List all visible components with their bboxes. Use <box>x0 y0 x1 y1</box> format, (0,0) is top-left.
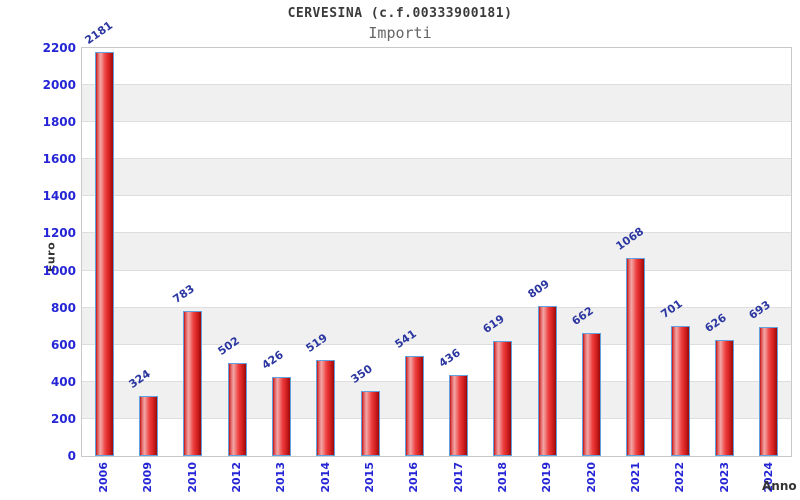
bar-2022 <box>670 326 690 456</box>
gridline <box>82 417 791 419</box>
bar-2019 <box>537 305 557 456</box>
bar-2010 <box>183 310 203 456</box>
bar-2020 <box>582 333 602 456</box>
x-tick-label: 2020 <box>584 462 598 493</box>
y-tick-label: 600 <box>50 337 76 352</box>
bar-2023 <box>715 339 735 456</box>
bar-2006 <box>94 51 114 456</box>
y-tick-label: 1000 <box>42 263 76 278</box>
x-tick-label: 2021 <box>628 462 642 493</box>
bar-2018 <box>493 341 513 456</box>
gridline <box>82 232 791 234</box>
x-tick-label: 2023 <box>717 462 731 493</box>
y-tick-label: 2000 <box>42 78 76 93</box>
bar-2015 <box>360 391 380 456</box>
x-tick-label: 2014 <box>318 462 332 493</box>
x-tick-label: 2015 <box>363 462 377 493</box>
background-band <box>82 85 791 123</box>
y-tick-label: 1800 <box>42 115 76 130</box>
x-tick-label: 2019 <box>540 462 554 493</box>
x-tick-label: 2017 <box>451 462 465 493</box>
bar-value-label: 809 <box>525 277 552 301</box>
x-tick-label: 2016 <box>407 462 421 493</box>
gridline <box>82 343 791 345</box>
x-tick-label: 2018 <box>495 462 509 493</box>
bar-2024 <box>759 327 779 456</box>
bar-2021 <box>626 257 646 456</box>
x-tick-label: 2012 <box>230 462 244 493</box>
bar-value-label: 436 <box>436 346 463 371</box>
bar-value-label: 2181 <box>82 18 115 47</box>
gridline <box>82 380 791 382</box>
gridline <box>82 195 791 197</box>
x-tick-label: 2006 <box>97 462 111 493</box>
gridline <box>82 158 791 160</box>
background-band <box>82 159 791 197</box>
bar-2009 <box>138 395 158 456</box>
x-tick-label: 2022 <box>673 462 687 493</box>
bar-2013 <box>271 377 291 456</box>
background-band <box>82 233 791 271</box>
y-tick-label: 1400 <box>42 189 76 204</box>
chart-title: CERVESINA (c.f.00333900181) <box>287 6 513 21</box>
y-tick-label: 1600 <box>42 152 76 167</box>
y-tick-label: 400 <box>50 374 76 389</box>
y-tick-label: 1200 <box>42 226 76 241</box>
gridline <box>82 306 791 308</box>
y-tick-label: 800 <box>50 300 76 315</box>
x-axis-title: Anno <box>762 479 797 493</box>
plot-area: 0 200 400 600 800 1000 1200 1400 1600 1800 2000 220… <box>43 18 792 493</box>
y-tick-label: 2200 <box>42 41 76 55</box>
x-tick-label: 2009 <box>141 462 155 493</box>
y-tick-label: 200 <box>50 411 76 426</box>
x-tick-label: 2013 <box>274 462 288 493</box>
bar-2012 <box>227 362 247 456</box>
bar-2017 <box>449 375 469 456</box>
bar-value-label: 783 <box>170 281 198 306</box>
chart-subtitle: Importi <box>368 24 432 42</box>
bar-2014 <box>316 359 336 456</box>
bar-2016 <box>404 355 424 456</box>
gridline <box>82 84 791 86</box>
gridline <box>82 269 791 271</box>
y-tick-label: 0 <box>67 449 76 463</box>
x-tick-label: 2010 <box>185 462 199 493</box>
bar-value-label: 426 <box>259 348 286 372</box>
gridline <box>82 121 791 123</box>
